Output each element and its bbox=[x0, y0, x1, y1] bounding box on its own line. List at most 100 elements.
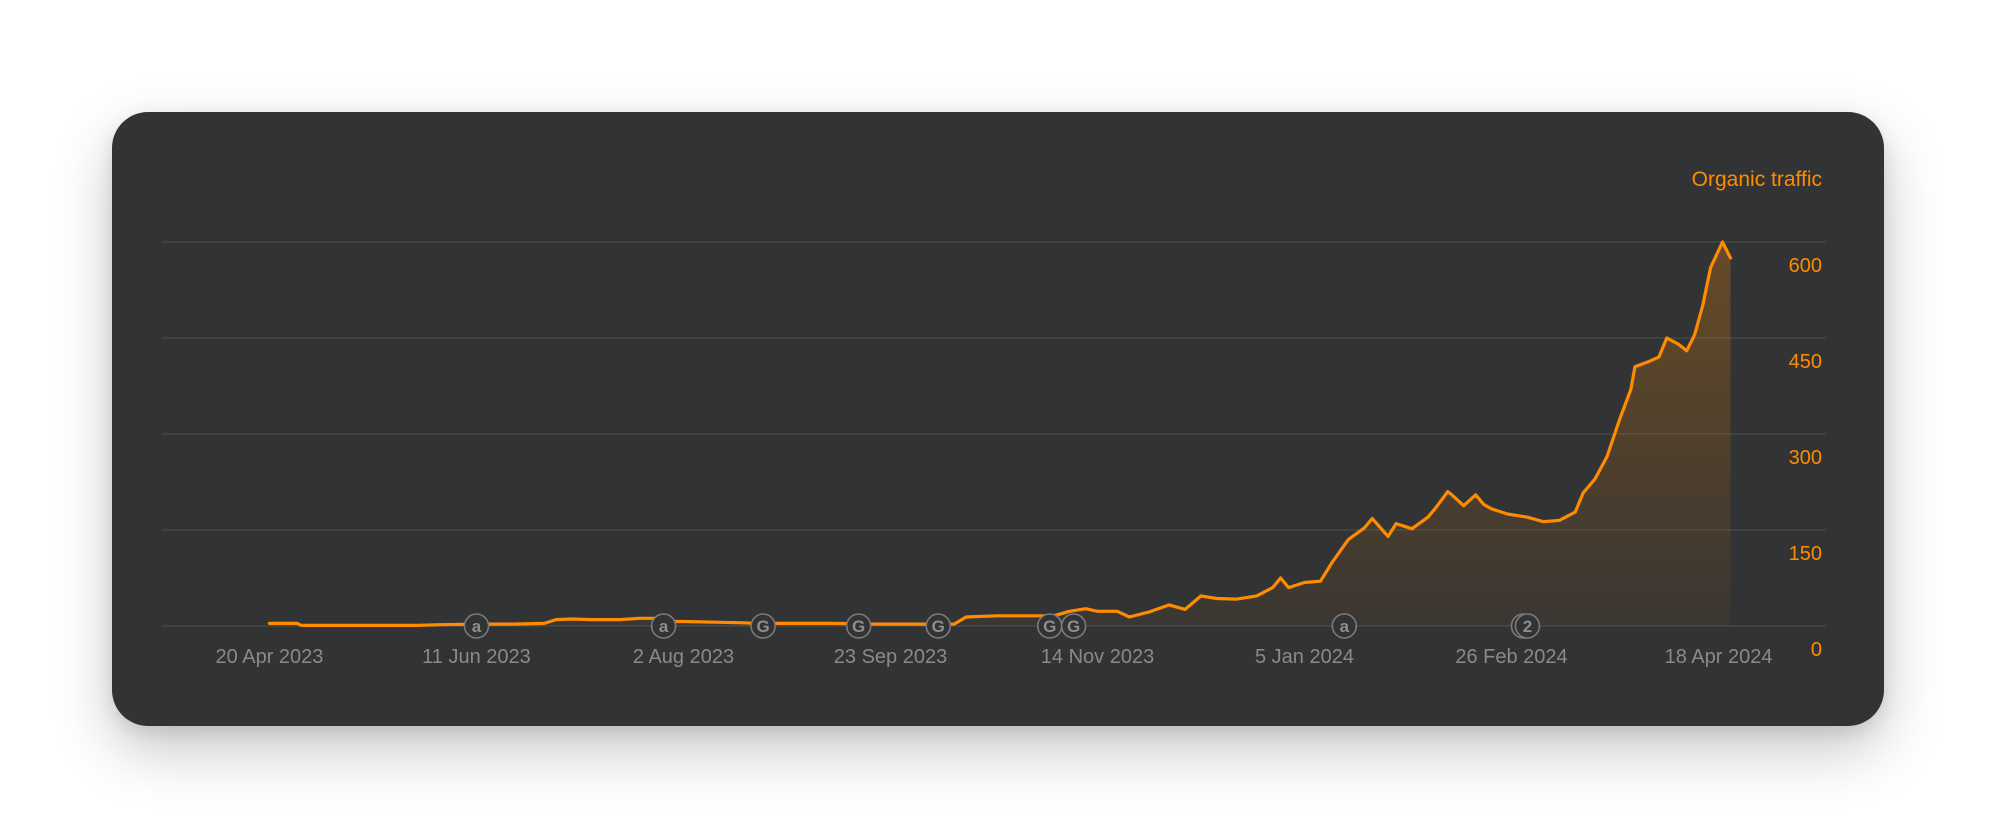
event-marker-label: 2 bbox=[1523, 617, 1532, 636]
data-point-26 bbox=[964, 615, 968, 619]
data-point-74 bbox=[1645, 360, 1649, 364]
data-point-16 bbox=[681, 620, 685, 624]
data-point-2 bbox=[299, 623, 303, 627]
ahrefs-update-icon[interactable]: a bbox=[1331, 613, 1358, 639]
data-point-51 bbox=[1370, 516, 1374, 520]
data-point-64 bbox=[1525, 515, 1529, 519]
data-point-53 bbox=[1394, 522, 1398, 526]
data-point-1 bbox=[295, 621, 299, 625]
data-point-54 bbox=[1410, 527, 1414, 531]
data-point-73 bbox=[1633, 365, 1637, 369]
x-axis: 20 Apr 2023 11 Jun 2023 2 Aug 2023 23 Sep 2… bbox=[216, 646, 1773, 668]
event-marker-label: G bbox=[756, 617, 769, 636]
google-update-icon[interactable]: G bbox=[1036, 613, 1063, 639]
data-point-12 bbox=[618, 618, 622, 622]
data-point-31 bbox=[1068, 609, 1072, 613]
data-point-13 bbox=[638, 616, 642, 620]
data-point-71 bbox=[1617, 419, 1621, 423]
x-tick-label: 11 Jun 2023 bbox=[422, 646, 531, 668]
data-point-75 bbox=[1657, 355, 1661, 359]
data-point-17 bbox=[713, 620, 717, 624]
data-point-10 bbox=[570, 617, 574, 621]
data-point-3 bbox=[347, 623, 351, 627]
data-point-21 bbox=[833, 621, 837, 625]
data-point-50 bbox=[1362, 526, 1366, 530]
google-update-icon[interactable]: G bbox=[1060, 613, 1087, 639]
data-point-57 bbox=[1446, 490, 1450, 494]
data-point-82 bbox=[1720, 240, 1724, 244]
data-point-59 bbox=[1462, 504, 1466, 508]
data-point-61 bbox=[1482, 502, 1486, 506]
data-point-41 bbox=[1235, 597, 1239, 601]
data-point-63 bbox=[1506, 512, 1510, 516]
event-marker-label: a bbox=[659, 617, 669, 636]
data-point-69 bbox=[1593, 477, 1597, 481]
y-tick-label: 150 bbox=[1789, 543, 1822, 565]
google-update-icon[interactable]: G bbox=[845, 613, 872, 639]
data-point-67 bbox=[1573, 510, 1577, 514]
data-point-5 bbox=[439, 623, 443, 627]
data-point-80 bbox=[1701, 304, 1705, 308]
data-point-46 bbox=[1303, 580, 1307, 584]
data-point-70 bbox=[1605, 454, 1609, 458]
data-point-29 bbox=[1036, 614, 1040, 618]
y-tick-label: 600 bbox=[1789, 255, 1822, 277]
data-point-81 bbox=[1709, 266, 1713, 270]
event-marker-label: G bbox=[1043, 617, 1056, 636]
data-point-52 bbox=[1386, 534, 1390, 538]
y-tick-label: 450 bbox=[1789, 351, 1822, 373]
x-tick-label: 20 Apr 2023 bbox=[216, 646, 324, 668]
data-point-9 bbox=[554, 618, 558, 622]
data-point-48 bbox=[1330, 560, 1334, 564]
data-point-45 bbox=[1287, 586, 1291, 590]
data-point-34 bbox=[1115, 609, 1119, 613]
data-point-44 bbox=[1279, 576, 1283, 580]
data-point-37 bbox=[1167, 603, 1171, 607]
x-tick-label: 14 Nov 2023 bbox=[1041, 646, 1154, 668]
data-point-11 bbox=[590, 618, 594, 622]
series-title: Organic traffic bbox=[1691, 168, 1822, 191]
x-tick-label: 26 Feb 2024 bbox=[1455, 646, 1567, 668]
data-point-36 bbox=[1147, 610, 1151, 614]
data-point-55 bbox=[1426, 515, 1430, 519]
google-update-icon[interactable]: G bbox=[750, 613, 776, 639]
data-point-28 bbox=[996, 614, 1000, 618]
y-axis: 0 150 300 450 600 bbox=[1789, 255, 1822, 661]
x-tick-label: 2 Aug 2023 bbox=[633, 646, 734, 668]
data-point-8 bbox=[542, 621, 546, 625]
data-point-4 bbox=[415, 623, 419, 627]
data-point-0 bbox=[267, 621, 271, 625]
data-point-20 bbox=[797, 621, 801, 625]
data-point-33 bbox=[1096, 609, 1100, 613]
data-point-65 bbox=[1541, 520, 1545, 524]
data-point-27 bbox=[980, 614, 984, 618]
ahrefs-update-icon[interactable]: a bbox=[650, 613, 677, 639]
data-point-60 bbox=[1474, 493, 1478, 497]
x-tick-label: 5 Jan 2024 bbox=[1255, 646, 1354, 668]
ahrefs-update-icon[interactable]: a bbox=[463, 613, 490, 639]
data-point-35 bbox=[1127, 615, 1131, 619]
data-point-47 bbox=[1318, 579, 1322, 583]
google-update-icon[interactable]: G bbox=[925, 613, 952, 639]
data-point-43 bbox=[1271, 586, 1275, 590]
data-point-22 bbox=[877, 622, 881, 626]
x-tick-label: 18 Apr 2024 bbox=[1665, 646, 1773, 668]
y-tick-label: 300 bbox=[1789, 447, 1822, 469]
data-point-76 bbox=[1665, 336, 1669, 340]
data-point-58 bbox=[1450, 493, 1454, 497]
data-point-62 bbox=[1490, 507, 1494, 511]
grouped-updates-icon[interactable]: 2 bbox=[1510, 613, 1541, 639]
event-marker-label: G bbox=[932, 617, 945, 636]
data-point-66 bbox=[1557, 518, 1561, 522]
data-point-42 bbox=[1255, 594, 1259, 598]
data-point-38 bbox=[1183, 607, 1187, 611]
x-tick-label: 23 Sep 2023 bbox=[834, 646, 947, 668]
event-marker-label: a bbox=[472, 617, 482, 636]
data-point-49 bbox=[1346, 538, 1350, 542]
data-point-40 bbox=[1215, 596, 1219, 600]
data-point-32 bbox=[1084, 607, 1088, 611]
data-point-77 bbox=[1677, 342, 1681, 346]
data-point-83 bbox=[1728, 256, 1732, 260]
